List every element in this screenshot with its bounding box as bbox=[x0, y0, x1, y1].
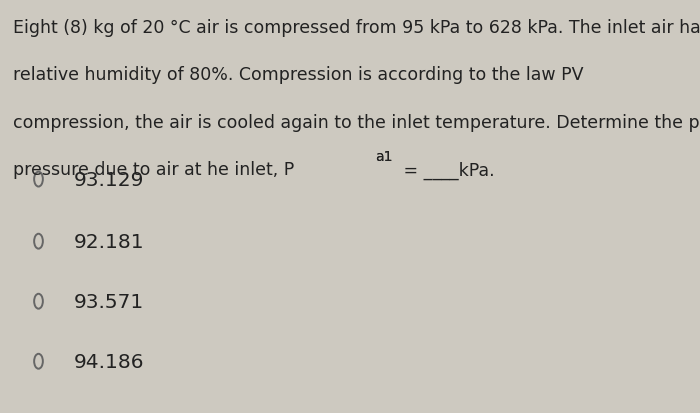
Text: relative humidity of 80%. Compression is according to the law PV: relative humidity of 80%. Compression is… bbox=[13, 66, 583, 84]
Text: 94.186: 94.186 bbox=[74, 352, 144, 371]
Text: = ____kPa.: = ____kPa. bbox=[398, 161, 495, 179]
Text: pressure due to air at he inlet, P: pressure due to air at he inlet, P bbox=[13, 161, 294, 179]
Text: a1: a1 bbox=[375, 150, 393, 164]
Text: 93.129: 93.129 bbox=[74, 170, 144, 189]
Text: Eight (8) kg of 20 °C air is compressed from 95 kPa to 628 kPa. The inlet air ha: Eight (8) kg of 20 °C air is compressed … bbox=[13, 19, 700, 36]
Text: compression, the air is cooled again to the inlet temperature. Determine the par: compression, the air is cooled again to … bbox=[13, 114, 700, 131]
Text: 93.571: 93.571 bbox=[74, 292, 144, 311]
Text: a1: a1 bbox=[375, 150, 393, 164]
Text: 92.181: 92.181 bbox=[74, 232, 144, 251]
